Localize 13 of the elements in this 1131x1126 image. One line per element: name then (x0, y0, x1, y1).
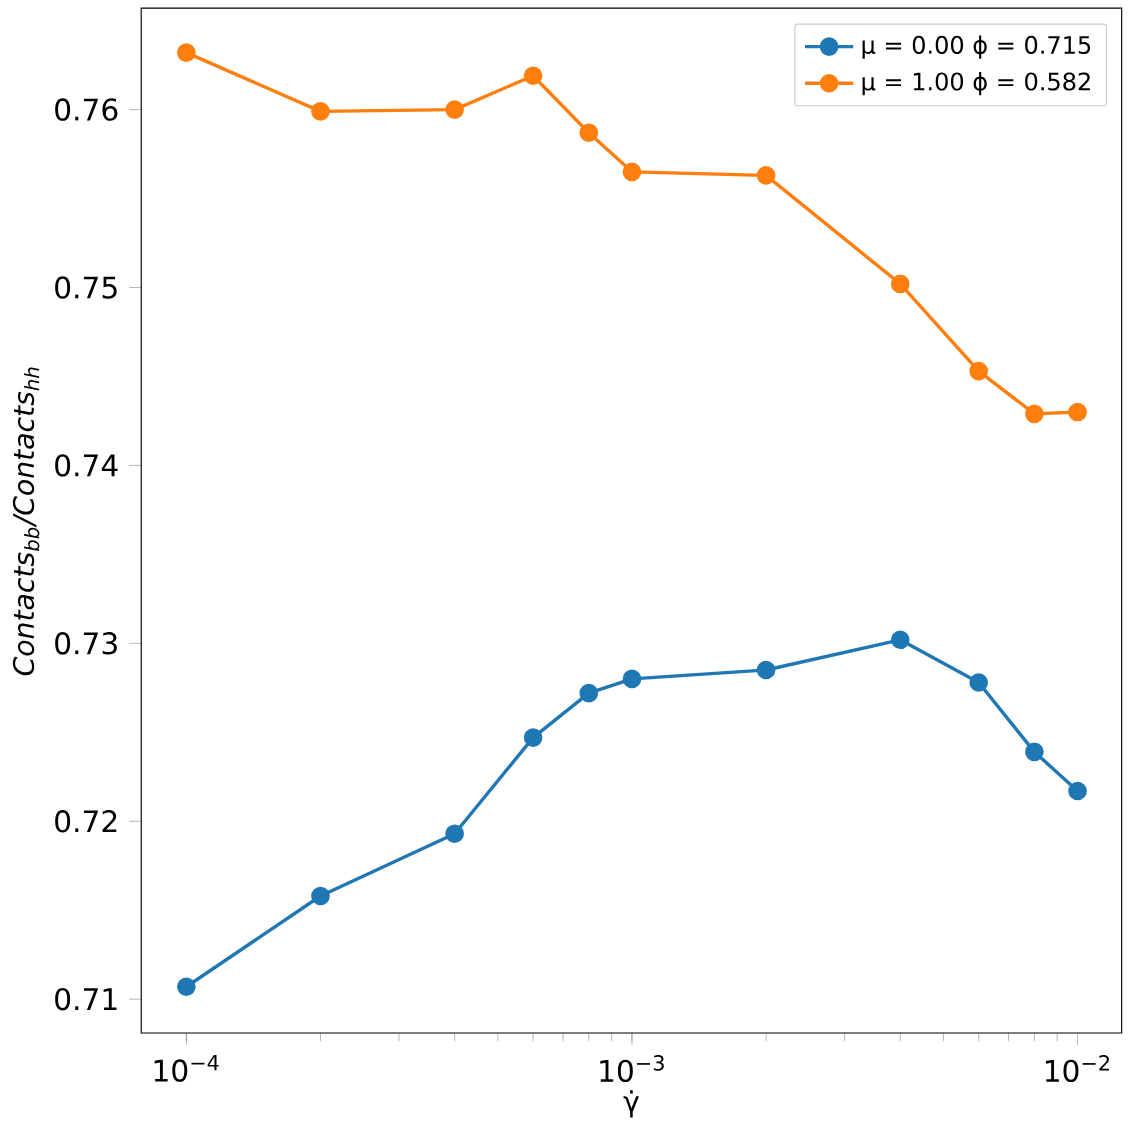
legend-label: μ = 0.00 ϕ = 0.715 (862, 35, 1091, 59)
y-tick-label: 0.76 (55, 98, 118, 121)
y-tick-label: 0.74 (55, 454, 118, 477)
x-tick-label: 10$^{−4}$ (154, 1055, 219, 1082)
y-tick-label: 0.72 (55, 810, 117, 833)
x-tick-label: 10$^{−2}$ (1045, 1055, 1109, 1083)
y-axis-title: Contacts$_{bb}$/Contacts$_{hh}$ (12, 367, 40, 676)
y-tick-label: 0.73 (55, 632, 117, 655)
legend-label: μ = 1.00 ϕ = 0.582 (862, 72, 1090, 96)
x-tick-label: 10$^{−3}$ (600, 1055, 664, 1083)
x-axis-title: γ̇ (623, 1090, 639, 1118)
y-tick-label: 0.75 (55, 276, 117, 299)
y-tick-label: 0.71 (55, 987, 117, 1011)
